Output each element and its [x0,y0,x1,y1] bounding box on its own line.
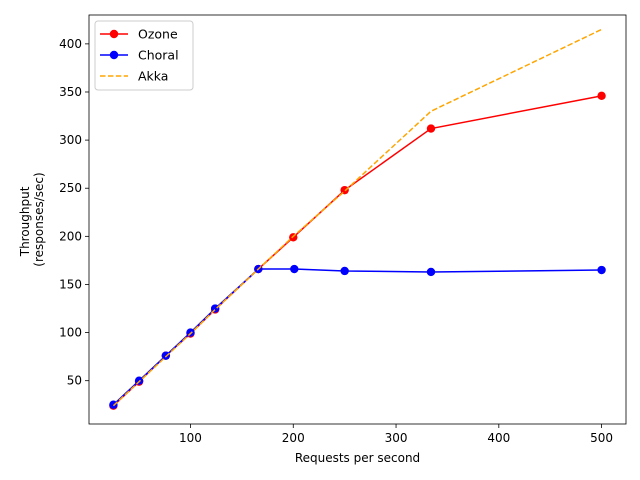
y-tick-label: 400 [59,37,82,51]
axes-layer: 100 200 300 400 500 50 100 150 200 250 300 350 400 [59,14,627,445]
data-point-choral [426,267,436,277]
y-tick-label: 50 [67,374,82,388]
x-axis-label: Requests per second [295,451,420,465]
x-tick-label: 200 [282,431,305,445]
series-ozone [109,91,606,410]
series-line-ozone [112,95,602,407]
y-tick-label: 300 [59,133,82,147]
legend-item-akka: Akka [100,69,168,84]
series-choral [109,264,606,409]
y-tick-label: 250 [59,181,82,195]
plot-frame [88,14,627,425]
data-point-ozone [426,124,436,133]
x-tick-label: 100 [179,431,202,445]
y-axis-label-line-2: (responses/sec) [32,172,46,266]
data-point-choral [340,266,349,276]
x-tick-label: 400 [487,431,510,445]
y-tick-label: 150 [59,277,82,291]
legend: Ozone Choral Akka [94,20,194,91]
data-point-ozone [597,91,606,101]
y-tick-label: 100 [59,326,82,340]
legend-box [94,20,194,91]
legend-item-choral: Choral [100,48,179,63]
y-axis-label: Throughput (responses/sec) [18,172,46,266]
series-line-akka [112,28,602,407]
legend-label: Choral [138,48,179,63]
legend-label: Ozone [138,27,178,42]
legend-label: Akka [138,69,168,84]
y-axis-label-line-1: Throughput [18,186,32,257]
legend-swatch-marker [109,29,119,39]
series-line-choral [112,268,602,406]
legend-swatch-marker [109,50,119,60]
data-point-choral [290,264,299,274]
x-tick-label: 300 [385,431,408,445]
series-akka [112,28,602,407]
data-point-choral [597,265,606,275]
y-tick-label: 350 [59,85,82,99]
legend-item-ozone: Ozone [100,27,178,42]
series-layer [109,28,606,410]
x-tick-label: 500 [590,431,613,445]
y-tick-label: 200 [59,229,82,243]
